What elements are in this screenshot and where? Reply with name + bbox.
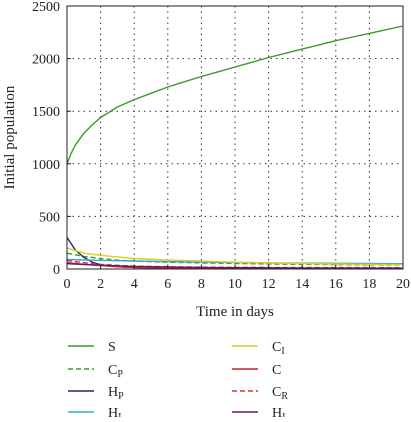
y-tick-label: 2500 xyxy=(32,0,60,15)
legend-label: HI xyxy=(108,406,121,417)
x-tick-label: 12 xyxy=(262,277,276,292)
x-tick-label: 2 xyxy=(97,277,104,292)
legend-label: HP xyxy=(108,385,124,402)
legend-label-name: H xyxy=(108,406,118,417)
legend-label-name: C xyxy=(272,385,281,400)
series-line xyxy=(66,25,404,165)
legend-label: HI xyxy=(272,406,285,417)
x-tick-label: 14 xyxy=(295,277,309,292)
y-tick-label: 1000 xyxy=(32,158,60,173)
series-line xyxy=(66,252,404,266)
legend-label: CP xyxy=(108,363,123,380)
x-tick-label: 4 xyxy=(131,277,138,292)
legend-label-name: H xyxy=(272,406,282,417)
x-tick-label: 10 xyxy=(228,277,242,292)
series-lines xyxy=(66,25,404,270)
x-tick-label: 0 xyxy=(64,277,71,292)
legend: SCPHPHICICCRHI xyxy=(68,340,288,422)
legend-label-subscript: P xyxy=(118,391,124,402)
legend-label: C xyxy=(272,363,281,378)
series-line xyxy=(66,263,404,269)
legend-label-subscript: R xyxy=(281,391,288,402)
legend-label-name: C xyxy=(108,363,117,378)
x-tick-label: 8 xyxy=(198,277,205,292)
x-tick-label: 20 xyxy=(396,277,410,292)
series-line xyxy=(66,247,404,266)
grid xyxy=(67,6,403,269)
x-tick-label: 6 xyxy=(164,277,171,292)
legend-label: CR xyxy=(272,385,288,402)
legend-label: S xyxy=(108,340,116,355)
legend-label-name: C xyxy=(272,363,281,378)
legend-label-name: H xyxy=(108,385,118,400)
y-axis-label: Initial population xyxy=(2,85,18,189)
axis-ticks: 0 2 4 6 8 10 12 14 16 18 20 0 500 1000 1500 2000 2500 xyxy=(32,0,410,292)
y-tick-label: 2000 xyxy=(32,53,60,68)
legend-label-subscript: P xyxy=(117,369,123,380)
legend-label-subscript: I xyxy=(118,412,121,417)
legend-label-name: S xyxy=(108,340,116,355)
legend-label-subscript: I xyxy=(282,412,285,417)
y-tick-label: 500 xyxy=(39,210,60,225)
y-tick-label: 0 xyxy=(53,263,60,278)
x-tick-label: 18 xyxy=(362,277,376,292)
legend-label: CI xyxy=(272,340,285,357)
legend-label-subscript: I xyxy=(281,346,284,357)
y-tick-label: 1500 xyxy=(32,105,60,120)
legend-label-name: C xyxy=(272,340,281,355)
x-tick-label: 16 xyxy=(329,277,343,292)
x-axis-label: Time in days xyxy=(196,304,274,320)
